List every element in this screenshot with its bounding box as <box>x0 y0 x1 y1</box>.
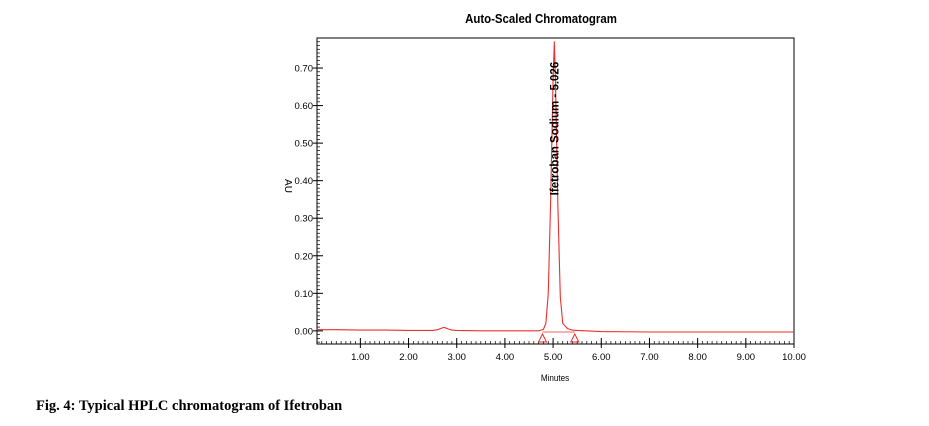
x-tick-label: 6.00 <box>592 352 611 363</box>
y-tick-label: 0.50 <box>295 139 314 150</box>
x-axis-label: Minutes <box>541 373 569 384</box>
y-axis-label: AU <box>282 179 293 193</box>
plot-area: Ifetroban Sodium - 5.026 <box>317 41 794 343</box>
y-tick-label: 0.60 <box>295 101 314 112</box>
x-tick-label: 9.00 <box>737 352 756 363</box>
peak-label: Ifetroban Sodium - 5.026 <box>549 62 561 196</box>
x-tick-label: 1.00 <box>351 352 370 363</box>
figure-caption: Fig. 4: Typical HPLC chromatogram of Ife… <box>36 398 343 414</box>
peak-start-marker <box>537 332 548 343</box>
x-tick-label: 7.00 <box>640 352 659 363</box>
x-tick-label: 10.00 <box>782 352 806 363</box>
peak-end-marker <box>569 332 580 343</box>
y-tick-label: 0.40 <box>295 176 314 187</box>
chart-axes <box>316 37 795 345</box>
y-tick-label: 0.30 <box>295 214 314 225</box>
chart-title: Auto-Scaled Chromatogram <box>465 11 617 26</box>
x-tick-label: 4.00 <box>496 352 515 363</box>
y-tick-label: 0.00 <box>295 326 314 337</box>
x-tick-label: 2.00 <box>399 352 418 363</box>
y-tick-label: 0.20 <box>295 251 314 262</box>
chromatogram-figure: Auto-Scaled Chromatogram 0.00 0.10 0.20 0.3… <box>282 11 806 384</box>
x-tick-label: 5.00 <box>544 352 563 363</box>
x-tick-label: 8.00 <box>688 352 707 363</box>
y-axis-ticks: 0.00 0.10 0.20 0.30 0.40 0.50 0.60 0.70 <box>295 41 323 343</box>
chromatogram-trace <box>317 41 794 333</box>
y-tick-label: 0.70 <box>295 64 314 75</box>
x-tick-label: 3.00 <box>447 352 466 363</box>
plot-frame <box>316 37 795 345</box>
x-axis-ticks: 1.00 2.00 3.00 4.00 5.00 6.00 7.00 8.00 9.00 10.0… <box>316 338 806 363</box>
y-tick-label: 0.10 <box>295 289 314 300</box>
